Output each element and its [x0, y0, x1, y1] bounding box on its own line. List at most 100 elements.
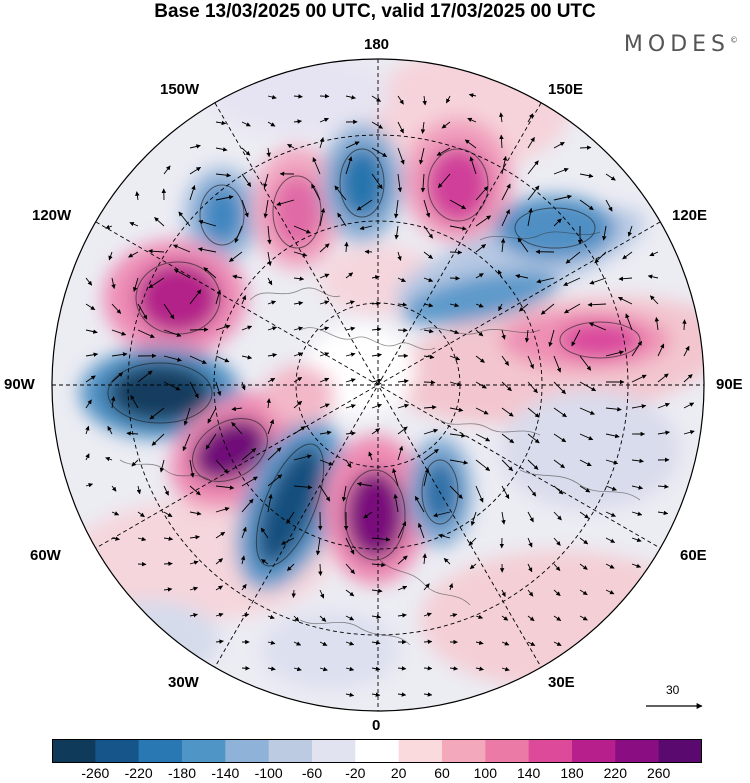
- wind-vector-arrow: [579, 563, 588, 570]
- wind-vector-arrow: [553, 141, 565, 149]
- wind-vector-arrow: [553, 167, 569, 175]
- wind-vector-arrow: [631, 374, 647, 383]
- colorbar-swatch: [355, 739, 400, 763]
- wind-vector-arrow: [293, 666, 302, 672]
- wind-vector-arrow: [137, 511, 145, 518]
- wind-vector-arrow: [397, 692, 407, 697]
- wind-vector-arrow: [111, 352, 128, 357]
- wind-vector-arrow: [293, 94, 303, 99]
- wind-vector-arrow: [501, 209, 510, 227]
- wind-vector-arrow: [267, 447, 282, 461]
- wind-vector-arrow: [423, 405, 437, 410]
- wind-vector-arrow: [548, 329, 555, 347]
- wind-vector-arrow: [293, 301, 304, 306]
- wind-vector-arrow: [183, 407, 191, 426]
- wind-vector-arrow: [563, 277, 581, 286]
- wind-vector-arrow: [163, 587, 173, 592]
- wind-vector-arrow: [240, 555, 246, 565]
- wind-vector-arrow: [189, 166, 201, 175]
- colorbar-swatch: [225, 739, 270, 763]
- wind-vector-arrow: [475, 433, 491, 442]
- lon-label-90w: 90W: [4, 376, 35, 393]
- wind-vector-arrow: [215, 172, 232, 178]
- wind-vector-arrow: [527, 563, 533, 573]
- wind-vector-arrow: [589, 277, 607, 285]
- wind-vector-arrow: [137, 303, 148, 320]
- wind-vector-arrow: [631, 404, 647, 409]
- wind-vector-arrow: [241, 147, 251, 156]
- wind-vector-arrow: [345, 300, 355, 305]
- wind-vector-arrow: [107, 425, 113, 435]
- wind-vector-arrow: [397, 251, 402, 261]
- wind-vector-arrow: [475, 273, 484, 279]
- wind-vector-arrow: [397, 426, 408, 435]
- wind-vector-arrow: [345, 156, 353, 175]
- wind-vector-arrow: [364, 249, 373, 255]
- wind-vector-arrow: [260, 527, 269, 539]
- wind-vector-arrow: [553, 459, 565, 469]
- wind-vector-arrow: [475, 485, 484, 503]
- wind-vector-arrow: [148, 277, 165, 289]
- wind-vector-arrow: [267, 121, 276, 127]
- wind-vector-arrow: [579, 407, 595, 415]
- wind-vector-arrow: [276, 199, 295, 206]
- wind-vector-arrow: [215, 459, 229, 474]
- wind-vector-arrow: [85, 352, 99, 357]
- colorbar-swatch: [615, 739, 660, 763]
- colorbar-tick-label: 180: [560, 765, 584, 781]
- lon-label-60w: 60W: [30, 547, 61, 564]
- wind-vector-arrow: [371, 378, 383, 383]
- wind-vector-arrow: [657, 343, 665, 357]
- wind-vector-arrow: [602, 225, 607, 241]
- wind-vector-arrow: [527, 589, 534, 597]
- wind-vector-arrow: [312, 157, 321, 175]
- wind-vector-arrow: [437, 173, 451, 189]
- wind-vector-arrow: [293, 225, 311, 234]
- wind-vector-arrow: [527, 511, 534, 523]
- wind-vector-arrow: [371, 352, 382, 358]
- wind-vector-arrow: [475, 407, 489, 415]
- wind-vector-arrow: [423, 583, 430, 591]
- coastline-segment: [299, 327, 436, 350]
- wind-vector-arrow: [449, 250, 463, 255]
- lon-label-120w: 120W: [32, 207, 72, 224]
- wind-vector-arrow: [631, 458, 644, 464]
- colorbar-tick-label: -60: [301, 765, 323, 781]
- wind-vector-arrow: [579, 589, 588, 596]
- wind-vector-arrow: [345, 537, 355, 555]
- wind-vector-arrow: [436, 147, 451, 156]
- wind-vector-arrow: [622, 251, 633, 260]
- colorbar-swatch: [572, 739, 616, 763]
- wind-vector-arrow: [363, 511, 373, 519]
- wind-vector-arrow: [267, 377, 276, 383]
- wind-vector-arrow: [319, 641, 328, 646]
- wind-vector-arrow: [111, 303, 122, 314]
- wind-vector-arrow: [605, 407, 622, 412]
- wind-vector-arrow: [501, 589, 506, 598]
- wind-vector-arrow: [647, 274, 659, 279]
- wind-vector-arrow: [553, 218, 562, 227]
- wind-vector-arrow: [293, 276, 305, 281]
- wind-vector-arrow: [293, 400, 303, 409]
- wind-vector-arrow: [553, 615, 562, 621]
- wind-vector-arrow: [371, 562, 386, 568]
- wind-vector-arrow: [215, 324, 231, 331]
- wind-vector-arrow: [267, 277, 273, 286]
- coastline-segment: [299, 619, 411, 646]
- wind-vector-arrow: [137, 536, 147, 542]
- coastline-segment: [379, 559, 471, 606]
- wind-vector-arrow: [345, 326, 356, 331]
- wind-vector-arrow: [527, 407, 540, 418]
- wind-vector-arrow: [527, 381, 538, 394]
- wind-vector-arrow: [334, 185, 347, 201]
- wind-vector-arrow: [553, 407, 567, 418]
- wind-vector-arrow: [417, 522, 425, 539]
- colorbar-border: [52, 739, 702, 763]
- wind-vector-arrow: [449, 485, 463, 499]
- wind-vector-arrow: [215, 531, 226, 539]
- lon-label-150w: 150W: [160, 81, 200, 98]
- wind-vector-arrow: [293, 251, 308, 257]
- wind-vector-arrow: [319, 207, 326, 227]
- wind-vector-arrow: [189, 485, 201, 496]
